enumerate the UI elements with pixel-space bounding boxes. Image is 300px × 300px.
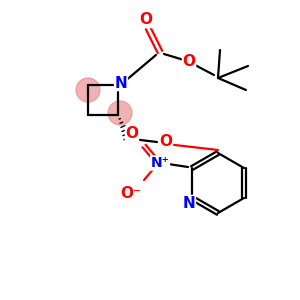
Text: N: N xyxy=(115,76,128,91)
Text: N: N xyxy=(183,196,195,211)
Circle shape xyxy=(76,78,100,102)
Text: N⁺: N⁺ xyxy=(151,156,169,170)
Text: O⁻: O⁻ xyxy=(121,185,142,200)
Text: O: O xyxy=(182,53,196,68)
Text: O: O xyxy=(125,127,139,142)
Circle shape xyxy=(108,101,132,125)
Text: O: O xyxy=(160,134,172,148)
Text: O: O xyxy=(140,13,152,28)
